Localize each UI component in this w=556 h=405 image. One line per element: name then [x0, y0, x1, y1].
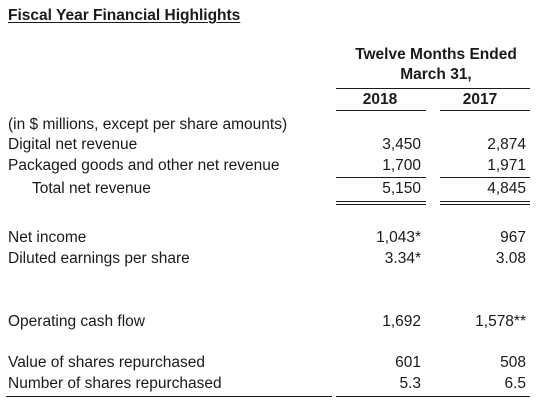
- value-2018-net-income: 1,043*: [376, 229, 421, 246]
- total-double-rule-2017: [440, 201, 530, 205]
- value-2017-number-shares-repurchased: 6.5: [504, 375, 526, 392]
- row-label-digital-net-revenue: Digital net revenue: [8, 136, 138, 153]
- value-2017-total-net-revenue: 4,845: [487, 180, 526, 197]
- header-rule-2018: [336, 110, 426, 111]
- value-2018-number-shares-repurchased: 5.3: [399, 375, 421, 392]
- row-label-operating-cash-flow: Operating cash flow: [8, 313, 145, 330]
- subtotal-rule-2017: [440, 177, 530, 178]
- row-label-net-income: Net income: [8, 229, 87, 246]
- period-header-line2: March 31,: [400, 66, 472, 83]
- value-2018-value-shares-repurchased: 601: [395, 354, 421, 371]
- value-2017-operating-cash-flow: 1,578**: [475, 313, 526, 330]
- value-2017-net-income: 967: [500, 229, 526, 246]
- period-header-line1: Twelve Months Ended: [355, 46, 517, 63]
- page-title: Fiscal Year Financial Highlights: [8, 7, 241, 24]
- row-label-diluted-eps: Diluted earnings per share: [8, 250, 190, 267]
- total-double-rule-2018: [336, 201, 426, 205]
- value-2017-packaged-goods-revenue: 1,971: [487, 157, 526, 174]
- row-label-value-shares-repurchased: Value of shares repurchased: [8, 354, 206, 371]
- value-2018-operating-cash-flow: 1,692: [382, 313, 421, 330]
- year-header-2018: 2018: [362, 91, 398, 108]
- subtotal-rule-2018: [336, 177, 426, 178]
- footer-rule-right: [336, 396, 530, 397]
- units-note: (in $ millions, except per share amounts…: [8, 116, 288, 133]
- value-2018-packaged-goods-revenue: 1,700: [382, 157, 421, 174]
- value-2018-diluted-eps: 3.34*: [384, 250, 421, 267]
- value-2017-diluted-eps: 3.08: [495, 250, 526, 267]
- row-label-total-net-revenue: Total net revenue: [32, 180, 151, 197]
- footer-rule-left: [6, 396, 332, 397]
- value-2018-digital-net-revenue: 3,450: [382, 136, 421, 153]
- value-2018-total-net-revenue: 5,150: [382, 180, 421, 197]
- value-2017-value-shares-repurchased: 508: [500, 354, 526, 371]
- row-label-number-shares-repurchased: Number of shares repurchased: [8, 375, 222, 392]
- value-2017-digital-net-revenue: 2,874: [487, 136, 526, 153]
- row-label-packaged-goods-revenue: Packaged goods and other net revenue: [8, 157, 280, 174]
- header-rule-top: [336, 88, 530, 89]
- year-header-2017: 2017: [462, 91, 498, 108]
- header-rule-2017: [440, 110, 530, 111]
